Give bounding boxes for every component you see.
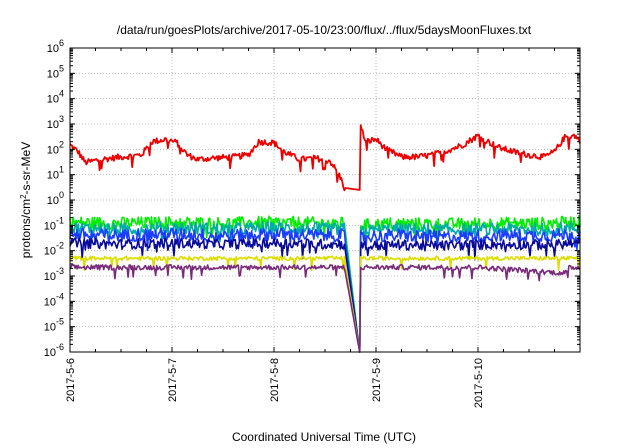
y-tick-exponent: -5 (56, 317, 64, 327)
chart-title: /data/run/goesPlots/archive/2017-05-10/2… (117, 23, 532, 37)
y-tick-exponent: 4 (59, 89, 64, 99)
y-tick-base: 10 (44, 246, 56, 258)
y-tick-base: 10 (44, 347, 56, 359)
y-tick-label: 100 (47, 190, 64, 207)
x-axis-label: Coordinated Universal Time (UTC) (232, 430, 416, 444)
y-tick-base: 10 (47, 43, 59, 55)
y-tick-base: 10 (47, 94, 59, 106)
y-tick-base: 10 (44, 296, 56, 308)
y-tick-exponent: 6 (59, 38, 64, 48)
y-tick-exponent: -6 (56, 342, 64, 352)
y-tick-base: 10 (47, 195, 59, 207)
y-tick-label: 10-6 (44, 342, 64, 359)
y-tick-base: 10 (47, 144, 59, 156)
y-tick-exponent: 1 (59, 165, 64, 175)
y-tick-label: 102 (47, 139, 64, 156)
series-line (69, 214, 581, 353)
x-tick-label: 2017-5-7 (167, 358, 179, 402)
y-axis: 10-610-510-410-310-210-11001011021031041… (44, 38, 580, 359)
x-tick-label: 2017-5-6 (65, 358, 77, 402)
x-tick-label: 2017-5-9 (371, 358, 383, 402)
y-tick-label: 106 (47, 38, 64, 55)
y-tick-label: 10-3 (44, 266, 64, 283)
series-line (69, 264, 581, 353)
y-tick-label: 10-5 (44, 317, 64, 334)
x-tick-label: 2017-5-10 (473, 358, 485, 408)
y-axis-label: protons/cm2-s-sr-MeV (19, 142, 34, 258)
y-tick-exponent: -1 (56, 215, 64, 225)
x-tick-label: 2017-5-8 (269, 358, 281, 402)
y-tick-label: 10-2 (44, 241, 64, 258)
y-tick-label: 10-1 (44, 215, 64, 232)
y-tick-exponent: -4 (56, 291, 64, 301)
series-line (69, 237, 581, 353)
y-tick-base: 10 (47, 170, 59, 182)
grid (70, 48, 580, 352)
y-tick-base: 10 (44, 271, 56, 283)
y-tick-label: 10-4 (44, 291, 64, 308)
series-line (69, 255, 581, 353)
x-axis: 2017-5-6 2017-5-7 2017-5-8 2017-5-9 2017-5-1… (65, 48, 555, 408)
series-group (69, 124, 581, 353)
series-line (69, 124, 581, 192)
y-tick-exponent: -2 (56, 241, 64, 251)
y-tick-base: 10 (44, 322, 56, 334)
y-tick-exponent: 3 (59, 114, 64, 124)
y-tick-base: 10 (44, 220, 56, 232)
y-tick-exponent: 5 (59, 63, 64, 73)
y-tick-label: 105 (47, 63, 64, 80)
y-tick-exponent: 2 (59, 139, 64, 149)
y-tick-label: 104 (47, 89, 64, 106)
y-tick-base: 10 (47, 68, 59, 80)
series-line (69, 227, 581, 353)
y-tick-exponent: -3 (56, 266, 64, 276)
y-tick-exponent: 0 (59, 190, 64, 200)
y-tick-label: 103 (47, 114, 64, 131)
y-tick-label: 101 (47, 165, 64, 182)
y-tick-base: 10 (47, 119, 59, 131)
